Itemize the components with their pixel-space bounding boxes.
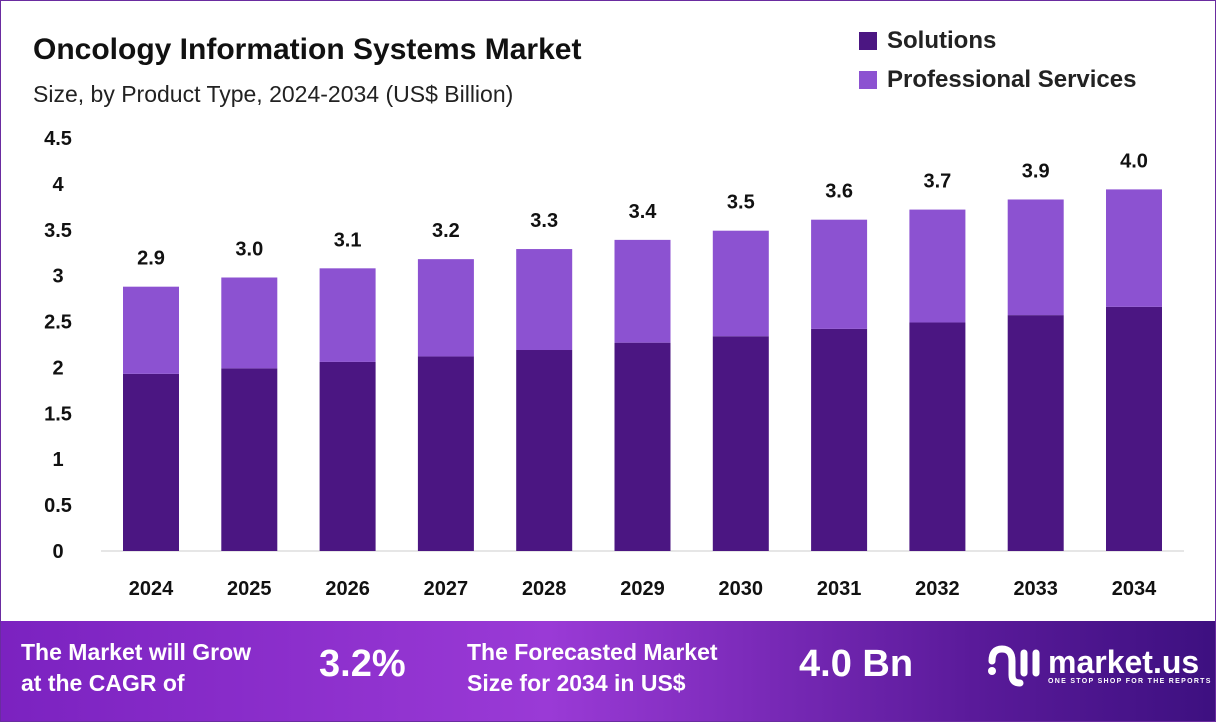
total-data-label: 3.1 bbox=[334, 229, 362, 251]
bar-professional-services bbox=[221, 277, 278, 369]
bar-professional-services bbox=[909, 209, 966, 323]
x-tick-label: 2027 bbox=[424, 578, 469, 600]
bar-solutions bbox=[319, 361, 376, 551]
x-tick-label: 2025 bbox=[227, 578, 272, 600]
bar-solutions bbox=[909, 322, 966, 551]
total-data-label: 3.0 bbox=[235, 239, 263, 261]
bar-professional-services bbox=[123, 286, 179, 374]
bar-professional-services bbox=[319, 268, 376, 362]
bar-solutions bbox=[221, 368, 278, 551]
logo-name: market.us bbox=[1048, 643, 1200, 680]
bar-solutions bbox=[1106, 306, 1162, 551]
bar-professional-services bbox=[516, 249, 573, 351]
y-tick-label: 2.5 bbox=[44, 312, 72, 334]
bar-solutions bbox=[712, 336, 769, 551]
chart-subtitle: Size, by Product Type, 2024-2034 (US$ Bi… bbox=[33, 81, 514, 107]
legend-label: Professional Services bbox=[887, 65, 1137, 93]
x-tick-label: 2028 bbox=[522, 578, 567, 600]
total-data-label: 3.5 bbox=[727, 192, 755, 214]
bar-solutions bbox=[417, 356, 474, 551]
y-tick-label: 0.5 bbox=[44, 495, 72, 517]
forecast-label: The Forecasted Market Size for 2034 in US… bbox=[467, 639, 718, 696]
bar-solutions bbox=[811, 328, 868, 551]
cagr-label: The Market will Grow at the CAGR of bbox=[21, 639, 252, 696]
cagr-value: 3.2% bbox=[319, 643, 406, 685]
y-tick-label: 2 bbox=[52, 357, 63, 379]
forecast-value: 4.0 Bn bbox=[799, 643, 914, 685]
legend-item-solutions: Solutions bbox=[859, 21, 1136, 60]
bar-solutions bbox=[516, 350, 573, 551]
bar-professional-services bbox=[417, 259, 474, 357]
y-tick-label: 4.5 bbox=[44, 128, 72, 150]
bar-professional-services bbox=[614, 239, 671, 343]
legend-label: Solutions bbox=[887, 26, 997, 54]
bar-professional-services bbox=[811, 219, 868, 329]
market-us-logo: market.us ONE STOP SHOP FOR THE REPORTS bbox=[986, 643, 1212, 687]
chart-title: Oncology Information Systems Market bbox=[33, 33, 582, 66]
bar-chart: 0 0.5 1 1.5 2 2.5 3 3.5 4 4.5 2.9 2024 3.0 2025 3.1 202… bbox=[44, 128, 1184, 600]
legend-swatch bbox=[859, 31, 877, 50]
x-tick-label: 2032 bbox=[915, 578, 960, 600]
bar-professional-services bbox=[1007, 199, 1064, 316]
total-data-label: 3.3 bbox=[530, 210, 558, 232]
y-tick-label: 4 bbox=[52, 174, 64, 196]
total-data-label: 4.0 bbox=[1120, 150, 1148, 172]
y-tick-label: 3.5 bbox=[44, 220, 72, 242]
total-data-label: 3.4 bbox=[629, 201, 658, 223]
y-tick-label: 1 bbox=[52, 449, 63, 471]
bar-solutions bbox=[123, 373, 179, 551]
legend-swatch bbox=[859, 70, 877, 89]
bar-solutions bbox=[614, 342, 671, 551]
x-tick-label: 2033 bbox=[1013, 578, 1058, 600]
total-data-label: 3.6 bbox=[825, 181, 853, 203]
legend: Solutions Professional Services bbox=[859, 21, 1136, 99]
footer-banner: The Market will Grow at the CAGR of 3.2% … bbox=[1, 621, 1215, 721]
total-data-label: 3.9 bbox=[1022, 160, 1050, 182]
bar-solutions bbox=[1007, 315, 1064, 551]
y-tick-label: 0 bbox=[52, 541, 63, 563]
market-us-logo-icon bbox=[988, 645, 1040, 687]
x-tick-label: 2030 bbox=[719, 578, 764, 600]
x-tick-label: 2029 bbox=[620, 578, 665, 600]
legend-item-professional-services: Professional Services bbox=[859, 60, 1136, 99]
logo-tagline: ONE STOP SHOP FOR THE REPORTS bbox=[1048, 677, 1212, 685]
y-tick-label: 1.5 bbox=[44, 403, 72, 425]
bar-professional-services bbox=[1106, 189, 1162, 307]
total-data-label: 2.9 bbox=[137, 248, 165, 270]
x-tick-label: 2031 bbox=[817, 578, 862, 600]
total-data-label: 3.2 bbox=[432, 220, 460, 242]
x-tick-label: 2026 bbox=[325, 578, 370, 600]
x-tick-label: 2034 bbox=[1112, 578, 1157, 600]
bar-professional-services bbox=[712, 230, 769, 337]
x-tick-label: 2024 bbox=[129, 578, 174, 600]
total-data-label: 3.7 bbox=[923, 171, 951, 193]
y-tick-label: 3 bbox=[52, 266, 63, 288]
